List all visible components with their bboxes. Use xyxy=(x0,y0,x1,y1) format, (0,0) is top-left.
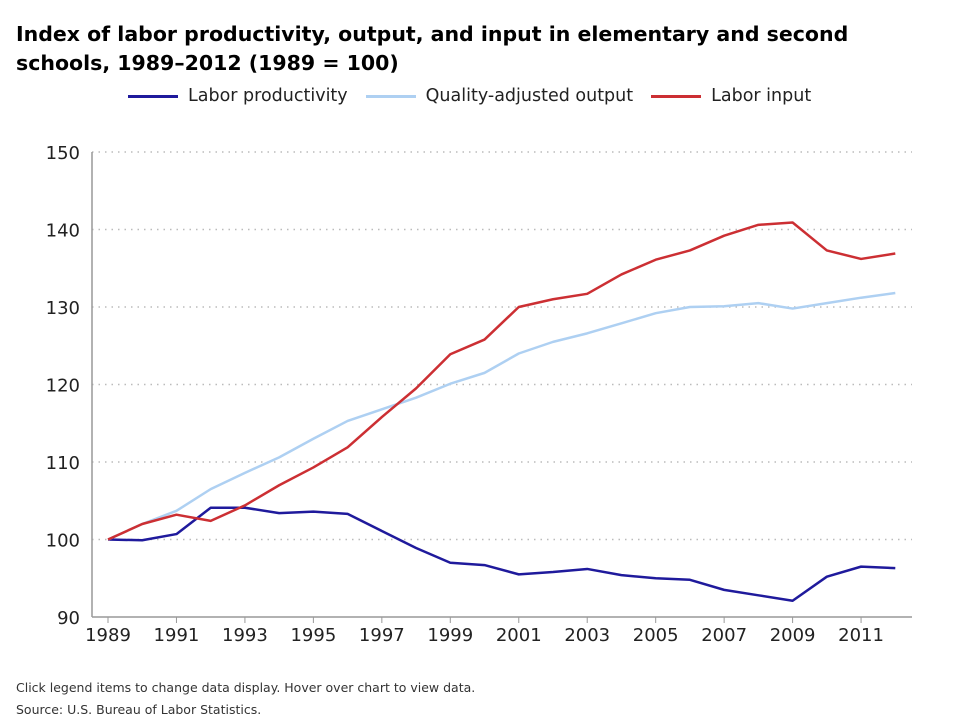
chart-source: Source: U.S. Bureau of Labor Statistics. xyxy=(16,702,262,717)
legend-item-quality-adjusted-output[interactable]: Quality-adjusted output xyxy=(365,86,634,106)
x-tick-label: 2009 xyxy=(770,625,816,646)
x-tick-label: 1997 xyxy=(359,625,405,646)
legend-item-labor-input[interactable]: Labor input xyxy=(651,86,811,106)
x-tick-label: 1989 xyxy=(85,625,131,646)
y-tick-label: 150 xyxy=(46,143,80,164)
legend-label: Labor input xyxy=(711,86,812,106)
legend-item-labor-productivity[interactable]: Labor productivity xyxy=(128,86,348,106)
chart-instructions: Click legend items to change data displa… xyxy=(16,680,476,695)
legend-label: Quality-adjusted output xyxy=(425,86,634,106)
y-tick-label: 100 xyxy=(46,531,80,552)
x-tick-label: 1993 xyxy=(222,625,268,646)
x-tick-label: 2001 xyxy=(496,625,542,646)
y-tick-label: 140 xyxy=(46,221,80,242)
series-line[interactable] xyxy=(107,291,896,541)
x-tick-label: 1999 xyxy=(427,625,473,646)
series-labor-input xyxy=(107,221,896,541)
legend-swatch xyxy=(128,94,178,98)
series-labor-productivity xyxy=(107,506,896,602)
series-quality-adjusted-output xyxy=(107,291,896,541)
y-tick-label: 120 xyxy=(46,376,80,397)
y-tick-label: 130 xyxy=(46,298,80,319)
legend: Labor productivity Quality-adjusted outp… xyxy=(128,86,829,106)
legend-swatch xyxy=(651,94,702,98)
chart-title: Index of labor productivity, output, and… xyxy=(16,20,980,78)
x-tick-label: 2003 xyxy=(564,625,610,646)
x-tick-label: 2011 xyxy=(838,625,884,646)
legend-label: Labor productivity xyxy=(188,86,348,106)
x-tick-label: 2005 xyxy=(633,625,679,646)
series-line[interactable] xyxy=(107,506,896,602)
y-tick-label: 110 xyxy=(46,453,80,474)
x-tick-label: 1991 xyxy=(154,625,200,646)
title-line-1: Index of labor productivity, output, and… xyxy=(16,22,849,46)
x-tick-label: 2007 xyxy=(701,625,747,646)
y-tick-label: 90 xyxy=(57,608,80,629)
series-line[interactable] xyxy=(107,221,896,541)
x-tick-label: 1995 xyxy=(290,625,336,646)
title-line-2: schools, 1989–2012 (1989 = 100) xyxy=(16,51,399,75)
legend-swatch xyxy=(365,94,416,98)
